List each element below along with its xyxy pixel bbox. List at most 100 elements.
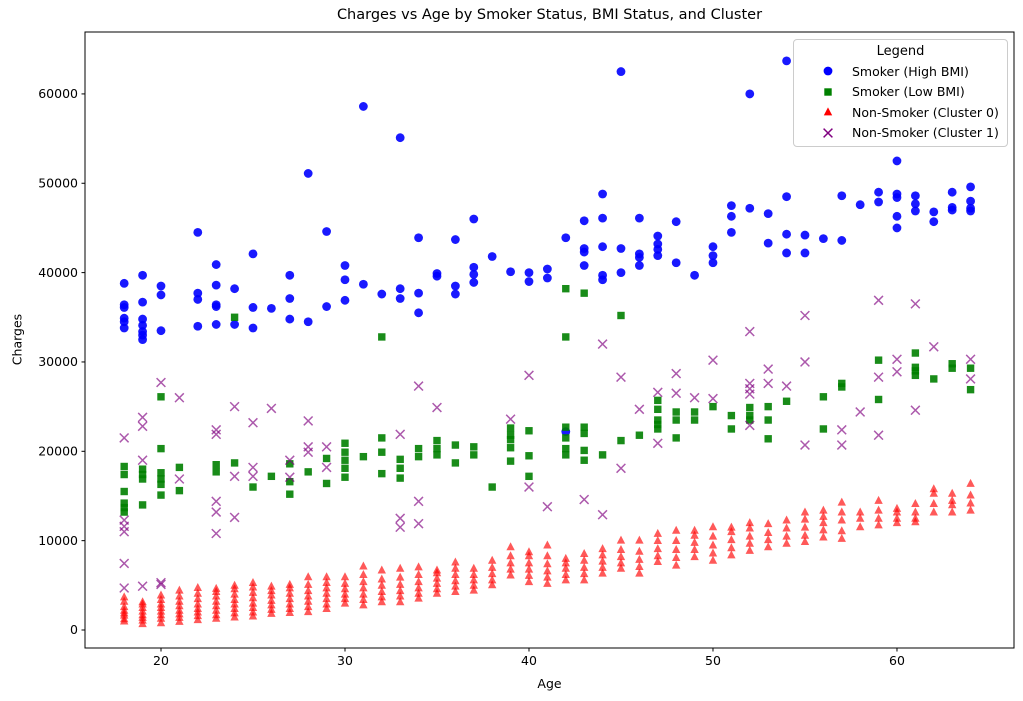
data-point (285, 607, 294, 616)
data-point (322, 594, 331, 603)
data-point (782, 531, 791, 540)
data-point (193, 288, 203, 298)
data-point (855, 200, 865, 210)
data-point (800, 530, 810, 539)
data-point (303, 607, 313, 616)
data-point (395, 133, 405, 143)
data-point (782, 515, 791, 524)
data-point (524, 482, 534, 492)
data-point (230, 320, 239, 329)
data-point (506, 570, 515, 579)
data-point (763, 542, 773, 551)
data-point (359, 600, 368, 609)
data-point (524, 570, 534, 579)
data-point (782, 229, 791, 239)
data-point (726, 201, 736, 211)
data-point (156, 290, 166, 300)
data-point (709, 402, 717, 411)
data-point (340, 578, 350, 587)
data-point (654, 416, 662, 424)
data-point (413, 518, 424, 529)
data-point (248, 598, 258, 607)
data-point (248, 249, 258, 259)
data-point (910, 298, 921, 309)
data-point (157, 491, 165, 499)
data-point (823, 107, 833, 116)
data-point (211, 280, 221, 290)
data-point (562, 434, 570, 442)
data-point (874, 356, 883, 364)
data-point (524, 551, 534, 560)
data-point (524, 277, 534, 286)
data-point (506, 457, 515, 465)
data-point (653, 231, 663, 241)
data-point (248, 603, 258, 612)
data-point (598, 544, 607, 553)
data-point (525, 452, 533, 460)
data-point (359, 452, 368, 461)
data-point (285, 599, 294, 608)
data-point (671, 217, 681, 227)
data-point (966, 206, 975, 216)
data-point (506, 424, 515, 432)
data-point (929, 498, 938, 507)
data-point (892, 513, 902, 522)
data-point (211, 605, 221, 614)
data-point (506, 435, 515, 444)
data-point (156, 618, 166, 627)
data-point (947, 495, 957, 504)
data-point (874, 187, 883, 197)
data-point (928, 341, 939, 352)
data-point (266, 403, 277, 414)
data-point (322, 603, 331, 612)
series-square (120, 284, 975, 516)
data-point (396, 474, 404, 482)
data-point (524, 564, 534, 573)
data-point (819, 425, 828, 433)
data-point (892, 366, 902, 377)
data-point (470, 451, 478, 459)
data-point (433, 451, 441, 459)
data-point (303, 415, 314, 426)
data-point (358, 102, 368, 111)
data-point (708, 548, 718, 557)
data-point (469, 570, 478, 579)
data-point (543, 540, 552, 549)
data-point (634, 213, 644, 223)
data-point (855, 522, 865, 531)
data-point (175, 591, 184, 600)
data-point (966, 478, 975, 487)
data-point (524, 558, 534, 567)
data-point (579, 562, 589, 571)
data-point (542, 501, 553, 512)
data-point (377, 597, 386, 606)
data-point (138, 465, 147, 473)
data-point (248, 593, 258, 602)
data-point (837, 515, 846, 524)
data-point (524, 370, 534, 381)
data-point (616, 268, 626, 278)
data-point (157, 444, 165, 453)
data-point (745, 545, 754, 554)
data-point (561, 233, 571, 243)
data-point (911, 507, 920, 516)
data-point (930, 375, 938, 383)
data-point (653, 544, 662, 553)
data-point (505, 414, 516, 425)
data-point (303, 602, 313, 611)
legend-title: Legend (876, 44, 925, 59)
data-point (230, 612, 239, 621)
data-point (211, 596, 221, 605)
data-point (359, 577, 368, 586)
data-point (229, 471, 240, 482)
data-point (175, 596, 184, 605)
data-point (763, 209, 773, 219)
data-point (174, 392, 185, 403)
data-point (653, 251, 663, 261)
data-point (947, 187, 957, 197)
data-point (229, 401, 240, 412)
data-point (965, 374, 976, 384)
data-point (653, 551, 662, 560)
data-point (819, 505, 828, 514)
data-point (395, 597, 405, 606)
